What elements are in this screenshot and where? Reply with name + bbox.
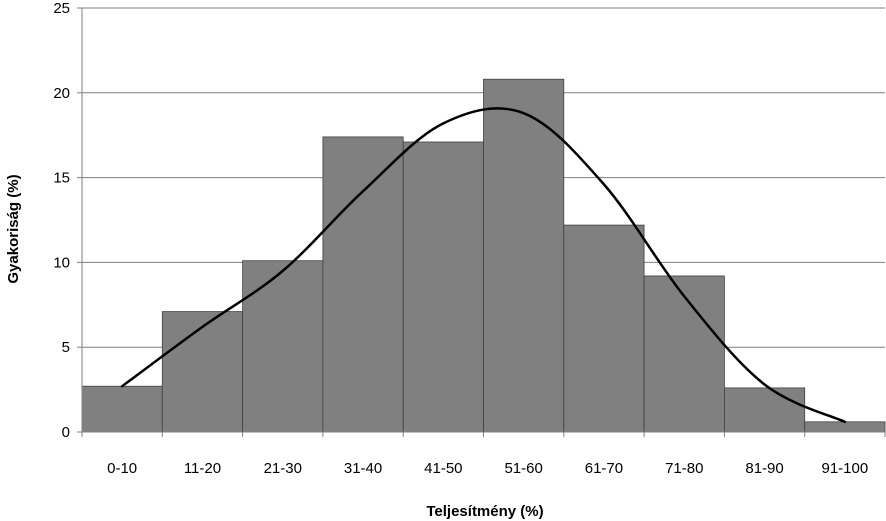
x-tick-labels: 0-10 11-20 21-30 31-40 41-50 51-60 61-70 71-80 8… [107, 460, 868, 477]
y-tick-label: 25 [53, 0, 70, 17]
x-tick-label: 71-80 [665, 460, 703, 477]
bar [643, 275, 725, 433]
x-axis-title: Teljesítmény (%) [426, 503, 543, 520]
y-tick-labels: 0 5 10 15 20 25 [53, 0, 70, 441]
x-tick-label: 41-50 [424, 460, 462, 477]
bar [724, 387, 806, 433]
x-tick-label: 0-10 [107, 460, 137, 477]
bar [242, 260, 324, 433]
x-tick-label: 91-100 [821, 460, 868, 477]
x-tick-label: 31-40 [344, 460, 382, 477]
x-tick-label: 51-60 [504, 460, 542, 477]
y-tick-label: 5 [62, 339, 70, 356]
y-axis-title: Gyakoriság (%) [5, 174, 22, 283]
y-tick-label: 20 [53, 85, 70, 102]
fit-curve-line [120, 107, 847, 424]
y-tick-label: 10 [53, 254, 70, 271]
fit-curve [120, 107, 847, 424]
axes [77, 7, 886, 437]
bar [161, 311, 244, 433]
y-tick-label: 15 [53, 170, 70, 187]
bar [483, 78, 565, 433]
bar [402, 141, 484, 433]
x-tick-label: 81-90 [745, 460, 783, 477]
x-tick-label: 11-20 [184, 460, 221, 477]
x-tick-label: 61-70 [585, 460, 623, 477]
bar [322, 136, 404, 433]
x-tick-label: 21-30 [264, 460, 302, 477]
bar [81, 385, 163, 433]
bar [563, 224, 645, 433]
y-tick-label: 0 [62, 424, 70, 441]
bar [804, 421, 886, 433]
bars [81, 78, 886, 433]
